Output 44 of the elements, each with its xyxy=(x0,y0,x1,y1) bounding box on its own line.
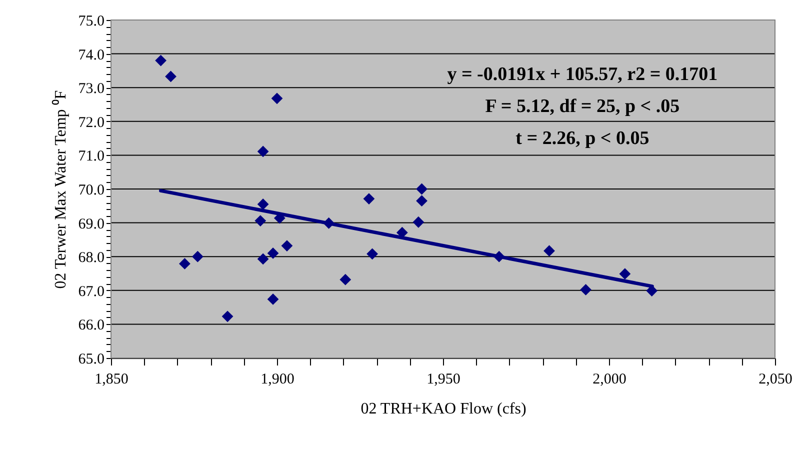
y-tick-label: 67.0 xyxy=(78,284,104,300)
annotation: F = 5.12, df = 25, p < .05 xyxy=(485,96,680,117)
x-axis-title: 02 TRH+KAO Flow (cfs) xyxy=(360,400,526,418)
y-tick-label: 66.0 xyxy=(78,318,104,334)
y-tick-label: 68.0 xyxy=(78,250,104,266)
x-tick-label: 1,900 xyxy=(260,372,294,388)
point xyxy=(363,193,375,205)
point xyxy=(179,258,190,270)
y-tick-label: 73.0 xyxy=(78,81,104,98)
point xyxy=(646,285,658,296)
point xyxy=(155,54,166,66)
point xyxy=(257,253,269,265)
x-tick-label: 1,850 xyxy=(94,372,128,388)
point xyxy=(271,92,283,104)
point xyxy=(281,240,293,252)
point xyxy=(412,216,424,228)
point xyxy=(257,146,269,158)
y-tick-label: 72.0 xyxy=(78,114,104,131)
point xyxy=(254,215,266,226)
annotation: t = 2.26, p < 0.05 xyxy=(516,128,650,149)
x-tick-label: 2,050 xyxy=(758,372,792,388)
y-tick-label: 69.0 xyxy=(78,216,104,232)
y-tick-label: 74.0 xyxy=(78,47,104,64)
point xyxy=(366,248,378,260)
point xyxy=(192,250,204,262)
point xyxy=(222,310,234,322)
point xyxy=(257,198,269,210)
point xyxy=(340,274,352,286)
point xyxy=(619,268,631,280)
y-tick-label: 75.0 xyxy=(78,14,104,30)
point xyxy=(580,284,592,296)
point xyxy=(267,293,279,305)
x-tick-label: 2,000 xyxy=(592,372,626,388)
y-axis-title: 02 Terwer Max Water Temp ⁰F xyxy=(51,90,70,289)
annotation: y = -0.0191x + 105.57, r2 = 0.1701 xyxy=(447,64,718,85)
point xyxy=(165,70,176,82)
point xyxy=(416,183,428,195)
point xyxy=(267,248,279,259)
y-tick-label: 65.0 xyxy=(78,352,104,368)
point xyxy=(544,245,555,257)
y-tick-label: 71.0 xyxy=(78,148,104,165)
y-tick-label: 70.0 xyxy=(78,182,104,198)
x-tick-label: 1,950 xyxy=(426,372,460,388)
point xyxy=(416,195,428,207)
